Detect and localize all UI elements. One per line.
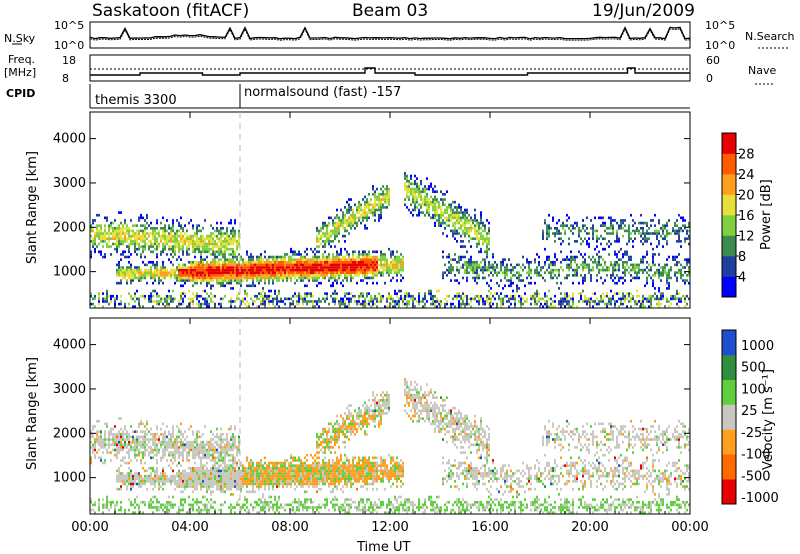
power-colorbar-tick-label: 12 <box>738 230 755 245</box>
power-colorbar-tick-label: 8 <box>738 250 746 265</box>
velocity-xtick-label: 04:00 <box>171 520 208 535</box>
velocity-colorbar-segment <box>722 379 736 405</box>
time-axis-label: Time UT <box>356 540 410 554</box>
power-colorbar-segment <box>722 194 736 216</box>
velocity-xtick-label: 16:00 <box>471 520 508 535</box>
velocity-colorbar-segment <box>722 479 736 505</box>
velocity-xtick-label: 12:00 <box>371 520 408 535</box>
cpid-program-1: themis 3300 <box>95 93 177 108</box>
nsky-series-line <box>89 26 691 40</box>
beam-title: Beam 03 <box>352 1 428 21</box>
power-ytick-label: 1000 <box>53 265 86 280</box>
nsearch-tick-bottom: 10^0 <box>705 39 735 52</box>
power-colorbar-label: Power [dB] <box>759 179 774 250</box>
cpid-program-2: normalsound (fast) -157 <box>244 85 401 100</box>
power-colorbar-segment <box>722 235 736 257</box>
velocity-colorbar-tick-label: -1000 <box>741 491 779 506</box>
power-colorbar-segment <box>722 256 736 277</box>
velocity-xtick-label: 20:00 <box>571 520 608 535</box>
nsky-label: N.Sky <box>4 32 36 45</box>
velocity-colorbar-tick-label: 1000 <box>741 339 774 354</box>
power-heatmap-data <box>90 172 690 308</box>
power-ylabel: Slant Range [km] <box>25 151 40 264</box>
velocity-colorbar-tick-label: 25 <box>741 404 758 419</box>
power-colorbar-tick-label: 20 <box>738 189 755 204</box>
freq-label-line1: Freq. <box>8 53 35 66</box>
velocity-xtick-label: 00:00 <box>71 520 108 535</box>
nsky-tick-bottom: 10^0 <box>54 39 84 52</box>
velocity-colorbar-tick-label: -100 <box>741 448 771 463</box>
velocity-colorbar-segment <box>722 454 736 480</box>
nave-tick-bottom: 0 <box>706 72 713 85</box>
velocity-colorbar-segment <box>722 404 736 430</box>
velocity-heatmap-data <box>90 378 690 514</box>
nsearch-series-line <box>89 27 691 41</box>
velocity-colorbar-frame <box>721 329 737 505</box>
velocity-ytick-label: 4000 <box>53 338 86 353</box>
velocity-colorbar-segment <box>722 330 736 356</box>
nsearch-label: N.Search <box>745 30 795 43</box>
power-ytick-label: 3000 <box>53 176 86 191</box>
power-colorbar-tick-label: 24 <box>738 168 755 183</box>
velocity-xtick-label: 00:00 <box>671 520 708 535</box>
station-title: Saskatoon (fitACF) <box>92 1 249 21</box>
power-colorbar-tick-label: 16 <box>738 209 755 224</box>
velocity-colorbar-tick-label: 100 <box>741 382 766 397</box>
freq-tick-bottom: 8 <box>62 72 69 85</box>
velocity-ylabel: Slant Range [km] <box>25 357 40 470</box>
power-ytick-label: 4000 <box>53 132 86 147</box>
velocity-colorbar-tick-label: -25 <box>741 426 762 441</box>
date-title: 19/Jun/2009 <box>592 1 695 21</box>
velocity-colorbar-segment <box>722 429 736 455</box>
velocity-colorbar-tick-label: 500 <box>741 361 766 376</box>
cpid-label: CPID <box>6 87 35 100</box>
power-colorbar-segment <box>722 153 736 175</box>
nsearch-tick-top: 10^5 <box>705 19 735 32</box>
power-colorbar-segment <box>722 133 736 154</box>
power-colorbar-segment <box>722 276 736 298</box>
velocity-ytick-label: 2000 <box>53 426 86 441</box>
freq-series-line <box>90 67 690 76</box>
nsky-tick-top: 10^5 <box>54 19 84 32</box>
power-colorbar-tick-label: 28 <box>738 148 755 163</box>
nsky-strip-frame <box>89 21 691 49</box>
velocity-ytick-label: 3000 <box>53 382 86 397</box>
velocity-colorbar-tick-label: -500 <box>741 469 771 484</box>
freq-label-line2: [MHz] <box>4 66 36 79</box>
power-colorbar-segment <box>722 174 736 195</box>
nave-label: Nave <box>748 64 776 77</box>
freq-tick-top: 18 <box>62 54 76 67</box>
power-ytick-label: 2000 <box>53 220 86 235</box>
power-colorbar-segment <box>722 215 736 236</box>
velocity-ytick-label: 1000 <box>53 471 86 486</box>
freq-strip-frame <box>89 54 691 82</box>
nave-tick-top: 60 <box>706 54 720 67</box>
velocity-colorbar-segment <box>722 354 736 381</box>
velocity-xtick-label: 08:00 <box>271 520 308 535</box>
power-colorbar-tick-label: 4 <box>738 271 746 286</box>
velocity-colorbar-label: Velocity [m s⁻¹] <box>761 369 776 470</box>
